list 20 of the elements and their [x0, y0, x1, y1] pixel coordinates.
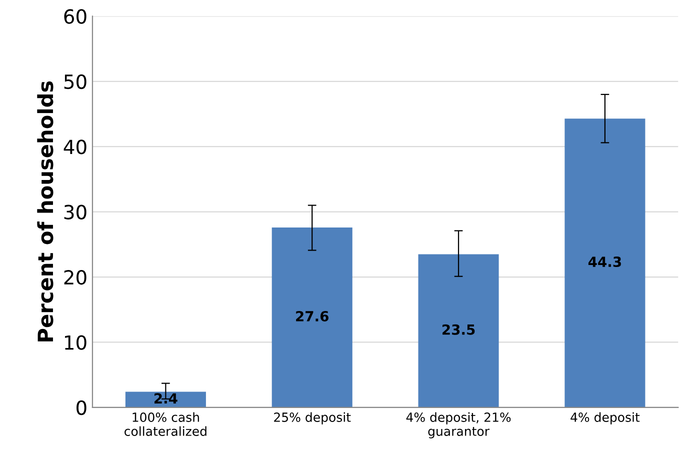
bar: [125, 392, 206, 408]
bar: [418, 254, 499, 408]
y-tick-label: 0: [76, 400, 86, 416]
y-tick-label: 60: [64, 9, 86, 24]
y-tick-label: 30: [64, 204, 86, 220]
bar: [272, 227, 352, 408]
x-tick-label: 25% deposit: [274, 412, 351, 424]
data-label: 23.5: [442, 324, 475, 335]
y-tick-label: 10: [65, 335, 86, 350]
data-label: 27.6: [296, 310, 328, 322]
y-tick-label: 20: [64, 270, 86, 285]
bar: [564, 118, 646, 408]
data-label: 44.3: [588, 256, 621, 268]
x-tick-label: 4% deposit: [570, 412, 640, 424]
data-label: 2.4: [154, 393, 178, 404]
y-tick-label: 40: [64, 140, 86, 154]
y-tick-label: 50: [64, 74, 86, 90]
x-tick-label: 100% cash collateralized: [124, 412, 206, 436]
y-axis-title: Percent of households: [37, 81, 54, 342]
x-tick-label: 4% deposit, 21% guarantor: [406, 412, 511, 438]
